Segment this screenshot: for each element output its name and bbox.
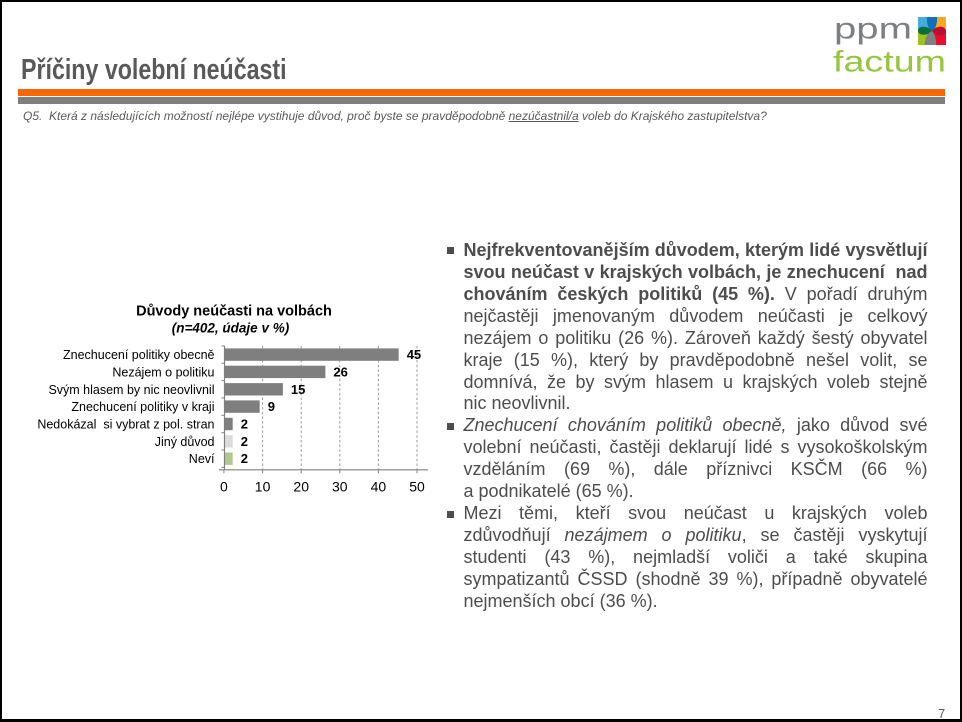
svg-text:Znechucení politiky v kraji: Znechucení politiky v kraji — [71, 400, 214, 414]
svg-text:Nedokázal si vybrat z pol. st: Nedokázal si vybrat z pol. stran — [37, 418, 214, 432]
svg-text:Neví: Neví — [189, 452, 215, 466]
svg-text:2: 2 — [241, 451, 248, 466]
svg-text:Nezájem o politiku: Nezájem o politiku — [112, 365, 214, 379]
svg-text:2: 2 — [241, 417, 248, 432]
svg-text:15: 15 — [291, 382, 305, 397]
svg-text:Znechucení politiky obecně: Znechucení politiky obecně — [63, 348, 215, 362]
svg-text:2: 2 — [241, 434, 248, 449]
svg-text:9: 9 — [268, 399, 275, 414]
svg-text:factum: factum — [833, 46, 946, 79]
svg-text:ppm: ppm — [834, 13, 912, 46]
svg-text:0: 0 — [220, 479, 228, 495]
svg-text:50: 50 — [409, 479, 425, 495]
svg-text:40: 40 — [371, 479, 387, 495]
svg-text:45: 45 — [407, 347, 421, 362]
svg-text:Důvody neúčasti na volbách: Důvody neúčasti na volbách — [136, 304, 332, 320]
svg-text:Svým hlasem by nic neovlivnil: Svým hlasem by nic neovlivnil — [48, 383, 214, 397]
svg-text:30: 30 — [332, 479, 348, 495]
svg-text:26: 26 — [333, 364, 347, 379]
svg-text:(n=402, údaje v %): (n=402, údaje v %) — [172, 321, 290, 336]
svg-text:Jiný důvod: Jiný důvod — [155, 435, 215, 449]
svg-text:10: 10 — [255, 479, 271, 495]
svg-text:20: 20 — [293, 479, 309, 495]
